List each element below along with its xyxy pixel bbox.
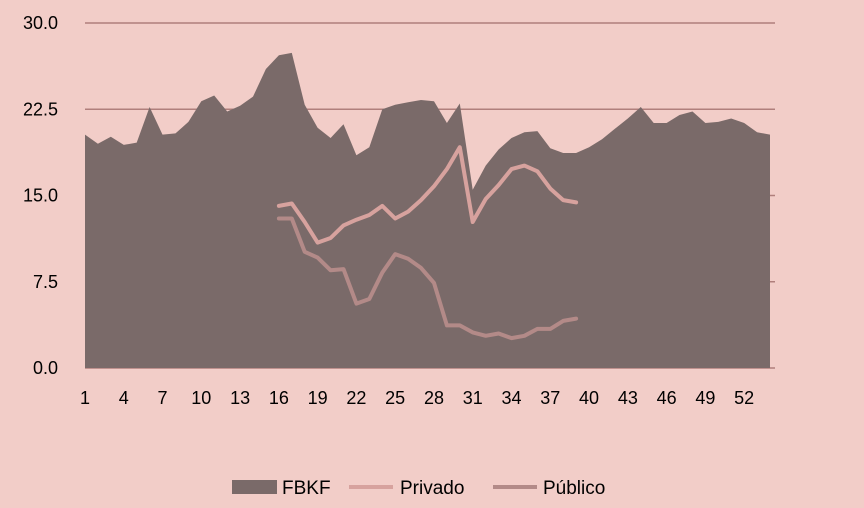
x-tick-label: 7 bbox=[158, 388, 168, 408]
x-tick-label: 31 bbox=[463, 388, 483, 408]
x-tick-label: 37 bbox=[540, 388, 560, 408]
x-tick-label: 52 bbox=[734, 388, 754, 408]
x-axis-ticks: 1 4 7 10 13 16 19 22 25 28 31 34 37 40 43 46 49 52 bbox=[80, 388, 754, 408]
x-tick-label: 4 bbox=[119, 388, 129, 408]
x-tick-label: 10 bbox=[191, 388, 211, 408]
x-tick-label: 19 bbox=[308, 388, 328, 408]
x-tick-label: 25 bbox=[385, 388, 405, 408]
x-tick-label: 13 bbox=[230, 388, 250, 408]
legend: FBKF Privado Público bbox=[232, 478, 605, 499]
legend-label-fbkf: FBKF bbox=[282, 478, 331, 499]
x-tick-label: 46 bbox=[657, 388, 677, 408]
fbkf-area bbox=[85, 52, 770, 369]
x-tick-label: 43 bbox=[618, 388, 638, 408]
x-tick-label: 16 bbox=[269, 388, 289, 408]
x-tick-label: 49 bbox=[695, 388, 715, 408]
x-tick-label: 40 bbox=[579, 388, 599, 408]
x-tick-label: 34 bbox=[501, 388, 521, 408]
y-tick-label: 0.0 bbox=[33, 358, 58, 378]
x-tick-label: 28 bbox=[424, 388, 444, 408]
y-tick-label: 22.5 bbox=[23, 99, 58, 119]
legend-label-publico: Público bbox=[543, 478, 605, 499]
legend-label-privado: Privado bbox=[400, 478, 464, 499]
y-axis-ticks: 0.0 7.5 15.0 22.5 30.0 bbox=[23, 13, 58, 378]
privado-line bbox=[276, 145, 579, 245]
y-tick-label: 15.0 bbox=[23, 186, 58, 206]
x-tick-label: 1 bbox=[80, 388, 90, 408]
fbkf-area-series bbox=[85, 52, 770, 369]
x-tick-label: 22 bbox=[346, 388, 366, 408]
legend-swatch-fbkf bbox=[232, 480, 277, 494]
publico-line bbox=[276, 216, 579, 341]
line-series bbox=[276, 145, 579, 341]
y-tick-label: 30.0 bbox=[23, 13, 58, 33]
y-tick-label: 7.5 bbox=[33, 272, 58, 292]
